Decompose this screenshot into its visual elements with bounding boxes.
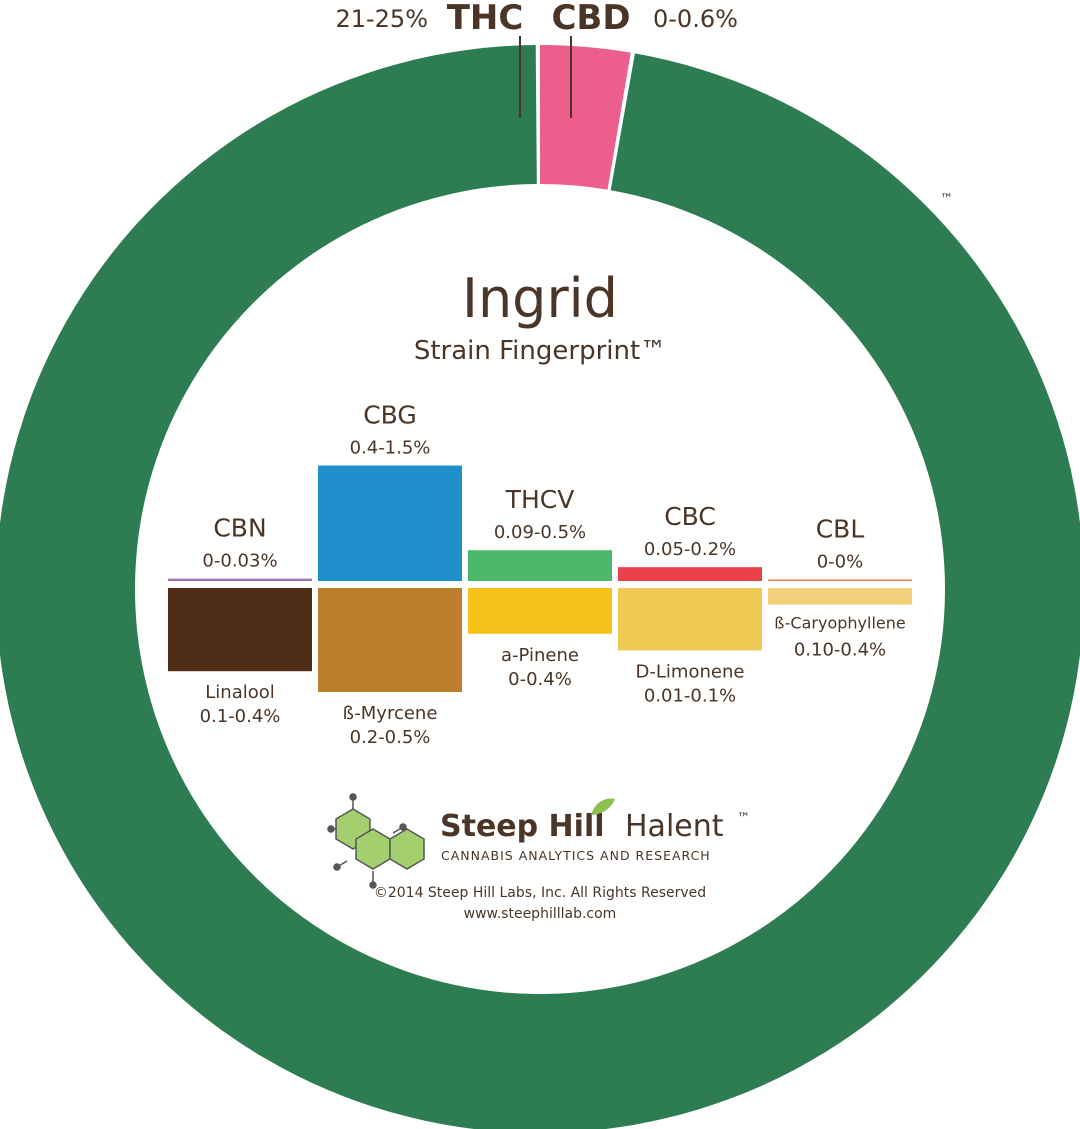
thc-range: 21-25%	[335, 5, 428, 33]
steep-hill-logo: Steep Hill Halent ™ CANNABIS ANALYTICS A…	[327, 793, 750, 889]
brand-tm: ™	[737, 811, 750, 826]
cannabinoid-bar-cbn	[168, 578, 312, 581]
cannabinoid-bar-cbg	[318, 465, 462, 581]
website-text: www.steephilllab.com	[464, 906, 617, 922]
copyright-text: ©2014 Steep Hill Labs, Inc. All Rights R…	[374, 885, 706, 901]
chart-subtitle: Strain Fingerprint™	[414, 336, 666, 366]
terpene-label: ß-Caryophyllene	[774, 614, 905, 633]
cannabinoid-bar-thcv	[468, 550, 612, 581]
terpene-bar-4	[768, 588, 912, 605]
trademark-mark: ™	[940, 192, 953, 207]
cannabinoid-bar-cbc	[618, 567, 762, 581]
cannabinoid-label: CBL	[816, 515, 865, 544]
strain-name: Ingrid	[462, 267, 618, 330]
terpene-range: 0-0.4%	[508, 669, 572, 690]
terpene-label: D-Limonene	[636, 661, 745, 682]
cannabinoid-range: 0.4-1.5%	[350, 438, 431, 459]
cbd-label: CBD	[551, 0, 630, 38]
terpene-label: a-Pinene	[501, 645, 579, 666]
ring-slice-cbd	[540, 45, 631, 190]
brand-tagline: CANNABIS ANALYTICS AND RESEARCH	[441, 848, 711, 863]
cannabinoid-range: 0.09-0.5%	[494, 522, 586, 543]
terpene-range: 0.10-0.4%	[794, 640, 886, 661]
cbd-header: CBD 0-0.6%	[551, 0, 738, 118]
terpene-range: 0.1-0.4%	[200, 706, 281, 727]
outer-ring	[0, 45, 1080, 1129]
terpene-label: Linalool	[205, 682, 275, 703]
terpene-range: 0.01-0.1%	[644, 685, 736, 706]
thc-header: 21-25% THC	[335, 0, 523, 118]
cannabinoid-label: THCV	[505, 485, 575, 514]
terpene-bar-3	[618, 588, 762, 651]
cannabinoid-label: CBN	[213, 514, 266, 543]
brand-name-bold: Steep Hill	[440, 809, 605, 844]
cannabinoid-range: 0.05-0.2%	[644, 539, 736, 560]
terpene-label: ß-Myrcene	[343, 703, 438, 724]
cannabinoid-bar-cbl	[768, 579, 912, 581]
cannabinoid-label: CBG	[363, 401, 417, 430]
cannabinoid-range: 0-0.03%	[202, 551, 277, 572]
bar-chart: CBN 0-0.03% CBG 0.4-1.5% THCV 0.09-0.5% CBC 0.0…	[168, 401, 912, 748]
leaf-icon	[591, 798, 615, 815]
terpene-range: 0.2-0.5%	[350, 727, 431, 748]
cbd-range: 0-0.6%	[653, 5, 738, 33]
terpene-bar-2	[468, 588, 612, 634]
brand-name: Halent	[625, 809, 724, 844]
terpene-bar-1	[318, 588, 462, 692]
ring-slice-thc	[0, 45, 1080, 1129]
terpene-bar-0	[168, 588, 312, 672]
cannabinoid-label: CBC	[664, 502, 716, 531]
thc-label: THC	[447, 0, 524, 38]
cannabinoid-range: 0-0%	[817, 552, 864, 573]
